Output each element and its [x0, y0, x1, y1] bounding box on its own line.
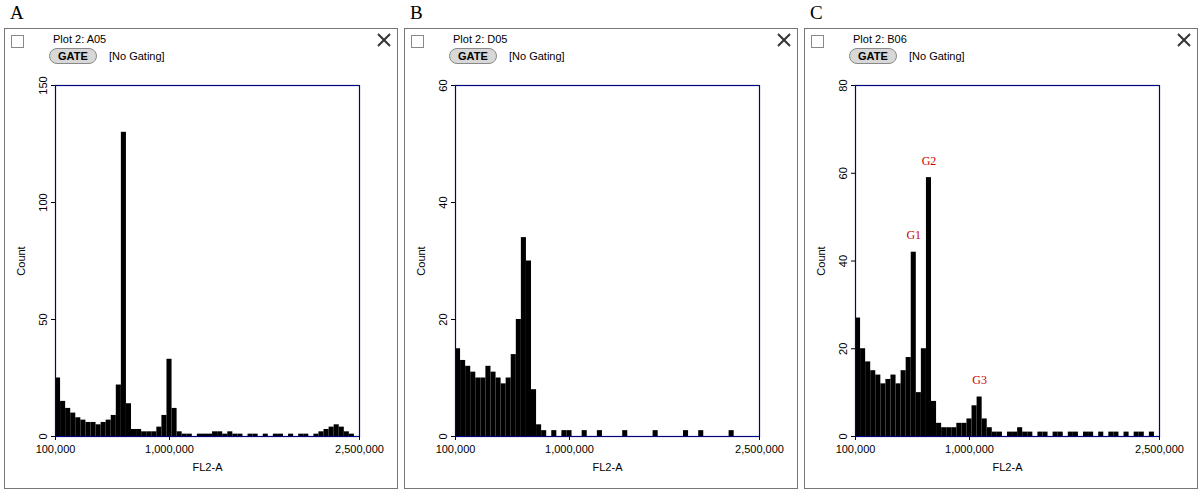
svg-text:Count: Count — [15, 246, 27, 275]
svg-text:G3: G3 — [972, 373, 987, 387]
svg-text:FL2-A: FL2-A — [193, 461, 224, 473]
svg-text:60: 60 — [837, 167, 849, 179]
html-text:[No Gating]: [No Gating] — [509, 50, 565, 62]
svg-text:20: 20 — [837, 343, 849, 355]
svg-text:20: 20 — [437, 313, 449, 325]
svg-text:FL2-A: FL2-A — [593, 461, 624, 473]
html-text:Plot 2: B06: Plot 2: B06 — [853, 33, 907, 45]
svg-text:150: 150 — [37, 76, 49, 94]
svg-text:60: 60 — [437, 79, 449, 91]
html-text:GATE: GATE — [58, 50, 88, 62]
html-text:Plot 2: D05: Plot 2: D05 — [453, 33, 508, 45]
svg-text:1,000,000: 1,000,000 — [945, 443, 994, 455]
svg-text:80: 80 — [837, 79, 849, 91]
html-text:GATE: GATE — [858, 50, 888, 62]
html-text:B: B — [410, 2, 423, 23]
svg-text:50: 50 — [37, 313, 49, 325]
svg-text:40: 40 — [437, 196, 449, 208]
svg-text:100,000: 100,000 — [36, 443, 76, 455]
html-text:C: C — [810, 2, 823, 23]
svg-text:1,000,000: 1,000,000 — [145, 443, 194, 455]
svg-text:Count: Count — [415, 246, 427, 275]
svg-text:100: 100 — [37, 193, 49, 211]
svg-text:1,000,000: 1,000,000 — [545, 443, 594, 455]
svg-text:100,000: 100,000 — [836, 443, 876, 455]
svg-text:FL2-A: FL2-A — [993, 461, 1024, 473]
html-text:[No Gating]: [No Gating] — [109, 50, 165, 62]
svg-text:G2: G2 — [922, 154, 937, 168]
svg-text:Count: Count — [815, 246, 827, 275]
svg-text:G1: G1 — [906, 228, 921, 242]
svg-text:0: 0 — [37, 433, 49, 439]
html-text:A: A — [10, 2, 24, 23]
svg-text:0: 0 — [837, 433, 849, 439]
html-text:[No Gating]: [No Gating] — [909, 50, 965, 62]
svg-text:40: 40 — [837, 255, 849, 267]
svg-text:2,500,000: 2,500,000 — [335, 443, 384, 455]
html-text:Plot 2: A05: Plot 2: A05 — [53, 33, 107, 45]
svg-text:2,500,000: 2,500,000 — [1135, 443, 1184, 455]
html-text:GATE: GATE — [458, 50, 488, 62]
svg-text:0: 0 — [437, 433, 449, 439]
svg-text:100,000: 100,000 — [436, 443, 476, 455]
svg-text:2,500,000: 2,500,000 — [735, 443, 784, 455]
